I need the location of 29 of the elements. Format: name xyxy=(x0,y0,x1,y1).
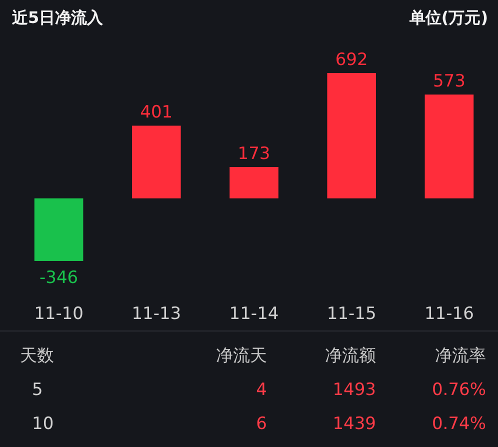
category-label: 净流天 xyxy=(216,346,267,366)
category-label: 天数 xyxy=(20,346,54,366)
bar xyxy=(132,126,181,198)
text: 5 xyxy=(32,380,43,400)
bar xyxy=(34,198,84,261)
text: 1493 xyxy=(332,380,376,400)
data-label: 401 xyxy=(140,102,173,123)
category-label: 净流率 xyxy=(435,346,486,366)
x-tick-label: 11-14 xyxy=(229,304,279,324)
data-label: 173 xyxy=(238,144,270,164)
text: 4 xyxy=(256,380,267,400)
bar xyxy=(327,73,376,198)
x-tick-label: 11-10 xyxy=(34,304,84,324)
data-label: -346 xyxy=(40,268,78,288)
text: 10 xyxy=(32,414,54,434)
text: 0.74% xyxy=(432,414,486,434)
chart-subtitle: 单位(万元) xyxy=(408,8,488,27)
text: 0.76% xyxy=(432,380,486,400)
x-tick-label: 11-13 xyxy=(132,304,182,324)
x-tick-label: 11-16 xyxy=(424,304,474,324)
x-tick-label: 11-15 xyxy=(326,304,376,324)
text: 6 xyxy=(256,414,267,434)
bar xyxy=(424,94,474,198)
data-label: 692 xyxy=(335,50,368,70)
chart-title: 近5日净流入 xyxy=(11,8,104,27)
category-label: 净流额 xyxy=(325,346,376,366)
text: 1439 xyxy=(332,414,376,434)
bar xyxy=(230,167,278,198)
data-label: 573 xyxy=(432,72,466,92)
